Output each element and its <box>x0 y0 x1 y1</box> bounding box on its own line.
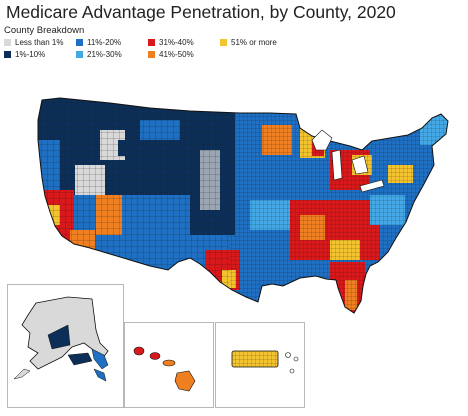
legend-item-11-20: 11%-20% <box>76 38 121 47</box>
puerto-rico-map <box>231 350 299 374</box>
hawaii-inset <box>124 322 214 408</box>
legend-item-21-30: 21%-30% <box>76 50 122 59</box>
legend-item-51-or-more: 51% or more <box>220 38 277 47</box>
page-title: Medicare Advantage Penetration, by Count… <box>6 2 396 22</box>
big-island <box>174 370 196 392</box>
legend-item-1-10: 1%-10% <box>4 50 45 59</box>
lake-michigan <box>331 149 343 181</box>
alaska-islands <box>93 368 107 382</box>
alaska-county-2 <box>67 352 93 366</box>
legend-swatch <box>76 39 83 46</box>
alaska-panhandle <box>91 348 109 370</box>
legend-swatch <box>4 51 11 58</box>
legend-title: County Breakdown <box>4 25 85 36</box>
legend-label: 41%-50% <box>159 50 194 59</box>
legend-item-31-40: 31%-40% <box>148 38 194 47</box>
alaska-inset <box>7 284 124 408</box>
maui-island <box>162 359 176 367</box>
culebra-island <box>293 356 299 362</box>
legend: Less than 1% 1%-10% 11%-20% 21%-30% 31%-… <box>4 38 304 64</box>
legend-label: Less than 1% <box>15 38 64 47</box>
puerto-rico-inset <box>215 322 305 408</box>
alaska-map <box>13 296 109 382</box>
lake-huron <box>351 155 369 175</box>
legend-label: 51% or more <box>231 38 277 47</box>
alaska-county <box>47 324 71 350</box>
oahu-island <box>149 352 161 360</box>
county-borders-east <box>230 98 448 313</box>
legend-label: 31%-40% <box>159 38 194 47</box>
legend-item-41-50: 41%-50% <box>148 50 194 59</box>
legend-label: 1%-10% <box>15 50 46 59</box>
legend-label: 21%-30% <box>87 50 122 59</box>
legend-swatch <box>220 39 227 46</box>
lake-erie <box>359 179 385 193</box>
kauai-island <box>133 346 145 356</box>
vieques-island <box>285 352 291 358</box>
lake-superior <box>311 129 333 151</box>
legend-item-less-than-1: Less than 1% <box>4 38 63 47</box>
legend-swatch <box>148 39 155 46</box>
hawaii-map <box>133 346 196 392</box>
puerto-rico-municipios <box>232 351 278 367</box>
legend-swatch <box>4 39 11 46</box>
aleutian-islands <box>13 368 31 380</box>
legend-swatch <box>148 51 155 58</box>
virgin-island <box>289 368 295 374</box>
legend-swatch <box>76 51 83 58</box>
legend-label: 11%-20% <box>87 38 122 47</box>
